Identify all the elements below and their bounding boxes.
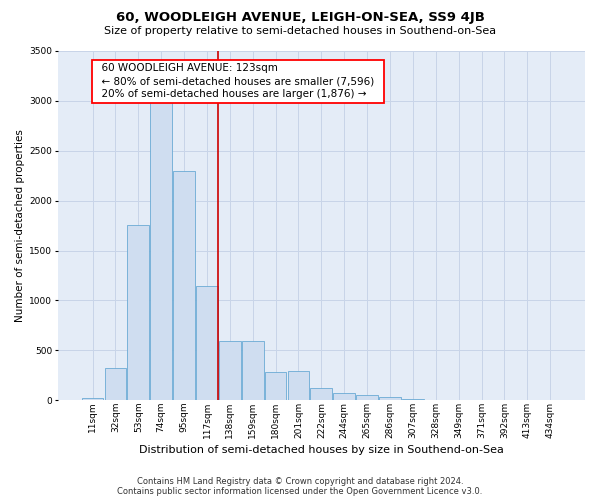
Bar (379, 397, 401, 400)
Bar (310, 388, 332, 400)
Bar (356, 396, 378, 400)
Bar (104, 368, 127, 400)
Bar (173, 171, 195, 400)
Bar (334, 393, 355, 400)
Text: Size of property relative to semi-detached houses in Southend-on-Sea: Size of property relative to semi-detach… (104, 26, 496, 36)
Bar (127, 224, 149, 400)
Bar (242, 342, 263, 400)
Y-axis label: Number of semi-detached properties: Number of semi-detached properties (15, 129, 25, 322)
Bar (287, 372, 310, 400)
Text: 60 WOODLEIGH AVENUE: 123sqm  
  ← 80% of semi-detached houses are smaller (7,596: 60 WOODLEIGH AVENUE: 123sqm ← 80% of sem… (95, 63, 380, 100)
Text: 60, WOODLEIGH AVENUE, LEIGH-ON-SEA, SS9 4JB: 60, WOODLEIGH AVENUE, LEIGH-ON-SEA, SS9 … (116, 11, 484, 24)
Bar (265, 372, 286, 400)
X-axis label: Distribution of semi-detached houses by size in Southend-on-Sea: Distribution of semi-detached houses by … (139, 445, 504, 455)
Text: Contains HM Land Registry data © Crown copyright and database right 2024.
Contai: Contains HM Land Registry data © Crown c… (118, 477, 482, 496)
Bar (151, 96, 172, 400)
Bar (196, 286, 218, 401)
Bar (82, 398, 103, 400)
Bar (219, 342, 241, 400)
